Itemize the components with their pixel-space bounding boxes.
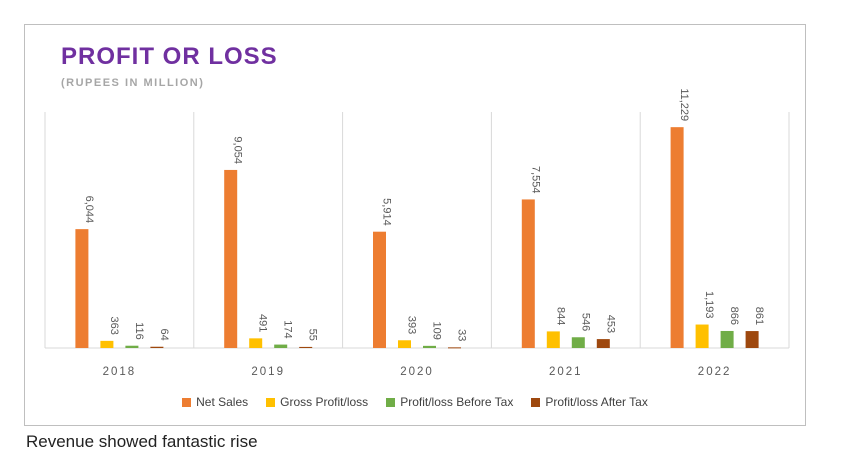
legend-label: Net Sales (196, 395, 249, 409)
legend-item: Profit/loss After Tax (531, 395, 648, 409)
data-label: 174 (282, 320, 294, 338)
data-label: 866 (728, 307, 740, 325)
legend-item: Gross Profit/loss (266, 395, 368, 409)
data-label: 55 (307, 329, 319, 341)
bar-net-sales-2020 (373, 231, 386, 348)
chart-legend: Net Sales Gross Profit/loss Profit/loss Be… (25, 395, 805, 409)
data-label: 64 (158, 328, 170, 340)
bar-gross-profit-loss-2019 (249, 338, 263, 348)
data-label: 109 (431, 321, 443, 339)
chart-subtitle: (RUPEES IN MILLION) (61, 77, 205, 89)
bar-profit-loss-after-tax-2018 (150, 346, 164, 348)
bar-profit-loss-before-tax-2021 (571, 337, 585, 348)
data-label: 491 (257, 314, 269, 332)
bar-net-sales-2022 (670, 127, 684, 349)
legend-label: Profit/loss After Tax (545, 395, 648, 409)
data-label: 11,229 (678, 88, 690, 121)
bar-profit-loss-after-tax-2020 (448, 347, 461, 349)
data-label: 546 (579, 313, 591, 331)
bar-net-sales-2021 (521, 199, 535, 348)
bar-profit-loss-before-tax-2020 (423, 345, 436, 348)
x-tick-label: 2022 (698, 366, 732, 378)
x-tick-label: 2018 (103, 366, 137, 378)
legend-swatch (266, 397, 276, 407)
data-label: 453 (604, 315, 616, 333)
bar-profit-loss-after-tax-2019 (299, 346, 313, 348)
data-label: 861 (753, 307, 765, 325)
bar-profit-loss-before-tax-2018 (125, 345, 139, 348)
legend-swatch (386, 397, 396, 407)
legend-item: Profit/loss Before Tax (386, 395, 513, 409)
data-label: 1,193 (703, 291, 715, 319)
data-label: 9,054 (232, 136, 244, 164)
bar-gross-profit-loss-2021 (546, 331, 560, 348)
bar-gross-profit-loss-2018 (100, 340, 114, 348)
bar-net-sales-2018 (75, 229, 89, 348)
x-tick-label: 2019 (251, 366, 285, 378)
x-tick-label: 2021 (549, 366, 583, 378)
data-label: 5,914 (381, 198, 393, 226)
legend-swatch (531, 397, 541, 407)
data-label: 116 (133, 322, 145, 340)
legend-label: Gross Profit/loss (280, 395, 369, 409)
legend-swatch (182, 397, 192, 407)
chart-title: PROFIT OR LOSS (61, 43, 278, 70)
bar-profit-loss-after-tax-2021 (596, 339, 610, 348)
data-label: 6,044 (83, 196, 95, 224)
bar-profit-loss-after-tax-2022 (745, 331, 759, 348)
bar-profit-loss-before-tax-2019 (274, 344, 288, 348)
bar-gross-profit-loss-2020 (398, 340, 411, 348)
data-label: 844 (554, 307, 566, 325)
data-label: 363 (108, 317, 120, 335)
bar-gross-profit-loss-2022 (695, 324, 709, 348)
chart-frame: PROFIT OR LOSS (RUPEES IN MILLION) 6,044… (24, 24, 806, 426)
bar-chart: 6,044 363 116 64 2018 9,054 491 174 55 2019 5,914 3… (44, 88, 790, 378)
x-tick-label: 2020 (400, 366, 434, 378)
footer-caption: Revenue showed fantastic rise (26, 432, 258, 451)
data-label: 7,554 (529, 166, 541, 194)
data-label: 33 (456, 329, 468, 341)
data-label: 393 (406, 316, 418, 334)
bar-profit-loss-before-tax-2022 (720, 330, 734, 348)
legend-label: Profit/loss Before Tax (400, 395, 514, 409)
bar-net-sales-2019 (224, 169, 238, 348)
legend-item: Net Sales (182, 395, 248, 409)
